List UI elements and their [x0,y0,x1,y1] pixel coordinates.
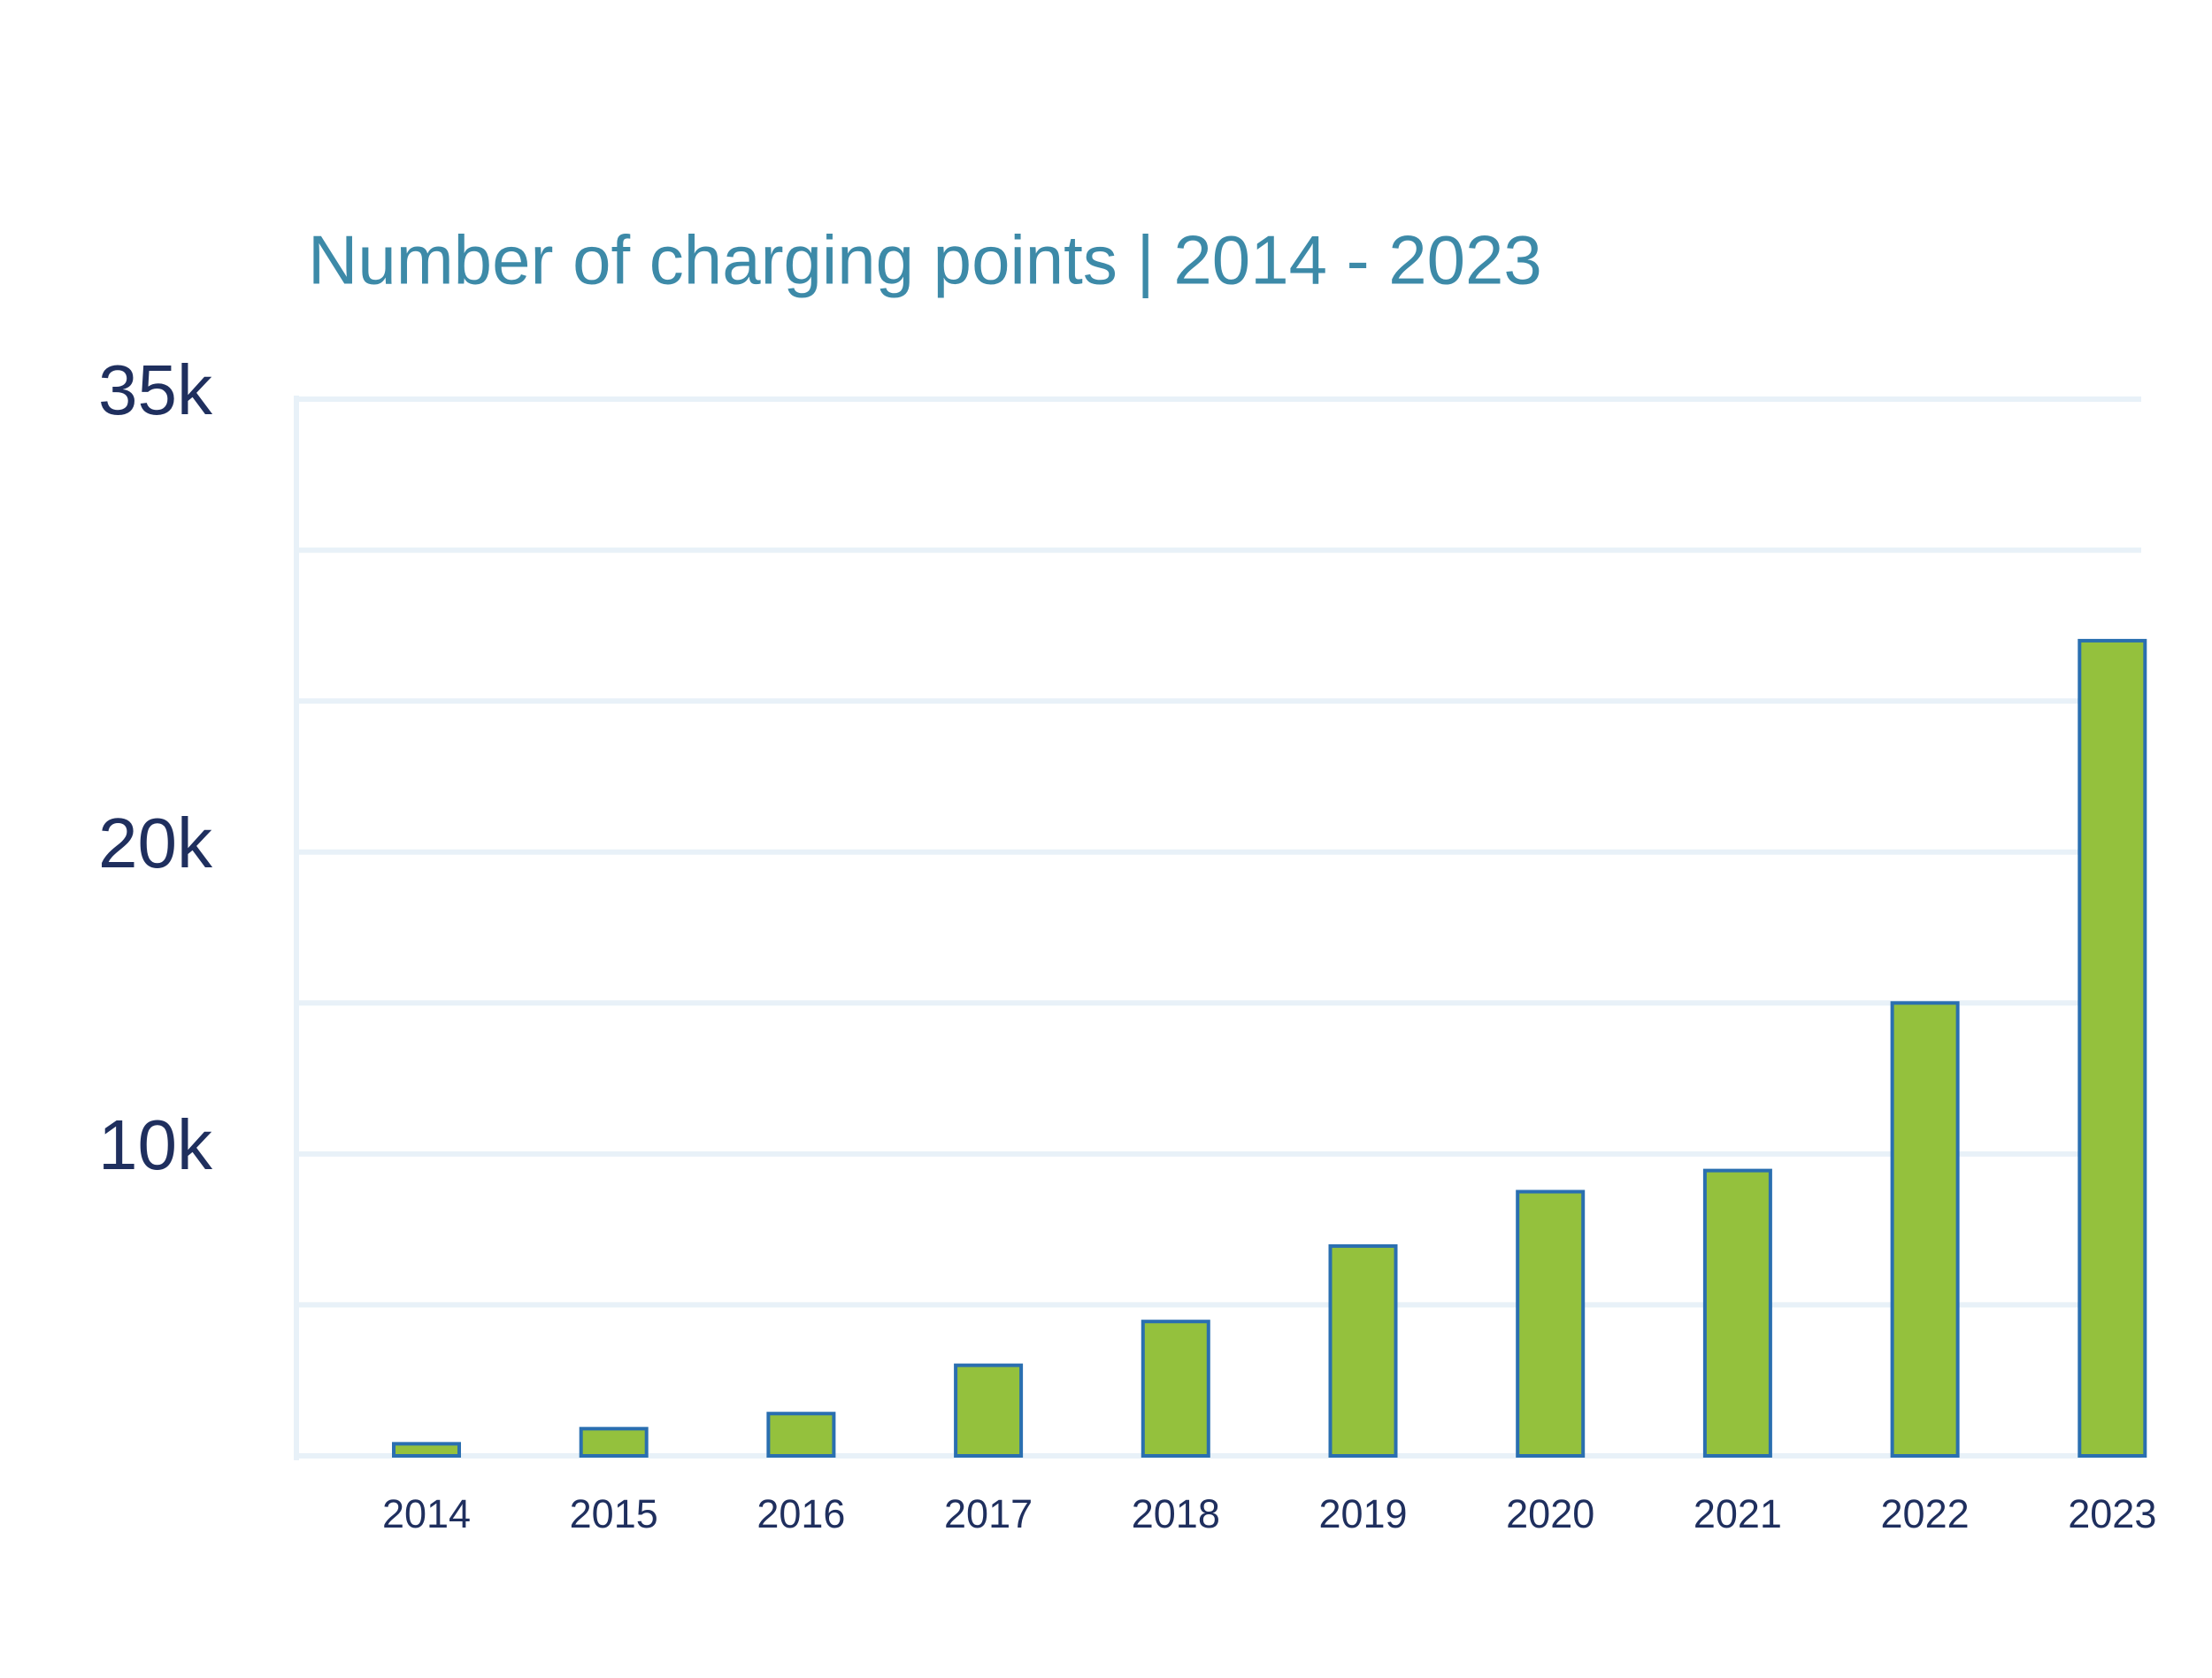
x-tick-label: 2015 [570,1491,658,1536]
bar [392,1442,461,1458]
x-tick-label: 2023 [2068,1491,2156,1536]
x-tick-label: 2018 [1132,1491,1220,1536]
x-tick-label: 2016 [757,1491,845,1536]
x-tick-label: 2020 [1506,1491,1594,1536]
bar [954,1363,1024,1458]
bar [1702,1168,1772,1458]
x-tick-label: 2014 [382,1491,471,1536]
y-tick-label: 35k [98,350,213,429]
bar [2078,638,2147,1458]
x-tick-label: 2019 [1318,1491,1407,1536]
bar [766,1412,836,1458]
bar [1516,1189,1586,1458]
chart-title: Number of charging points | 2014 - 2023 [308,221,1542,299]
bar [1141,1320,1210,1458]
y-tick-label: 20k [98,804,213,882]
x-tick-label: 2021 [1694,1491,1782,1536]
bar [579,1427,649,1458]
bar [1328,1243,1398,1459]
bar [1890,1001,1960,1459]
x-tick-label: 2022 [1881,1491,1970,1536]
x-tick-label: 2017 [944,1491,1033,1536]
y-tick-label: 10k [98,1105,213,1184]
